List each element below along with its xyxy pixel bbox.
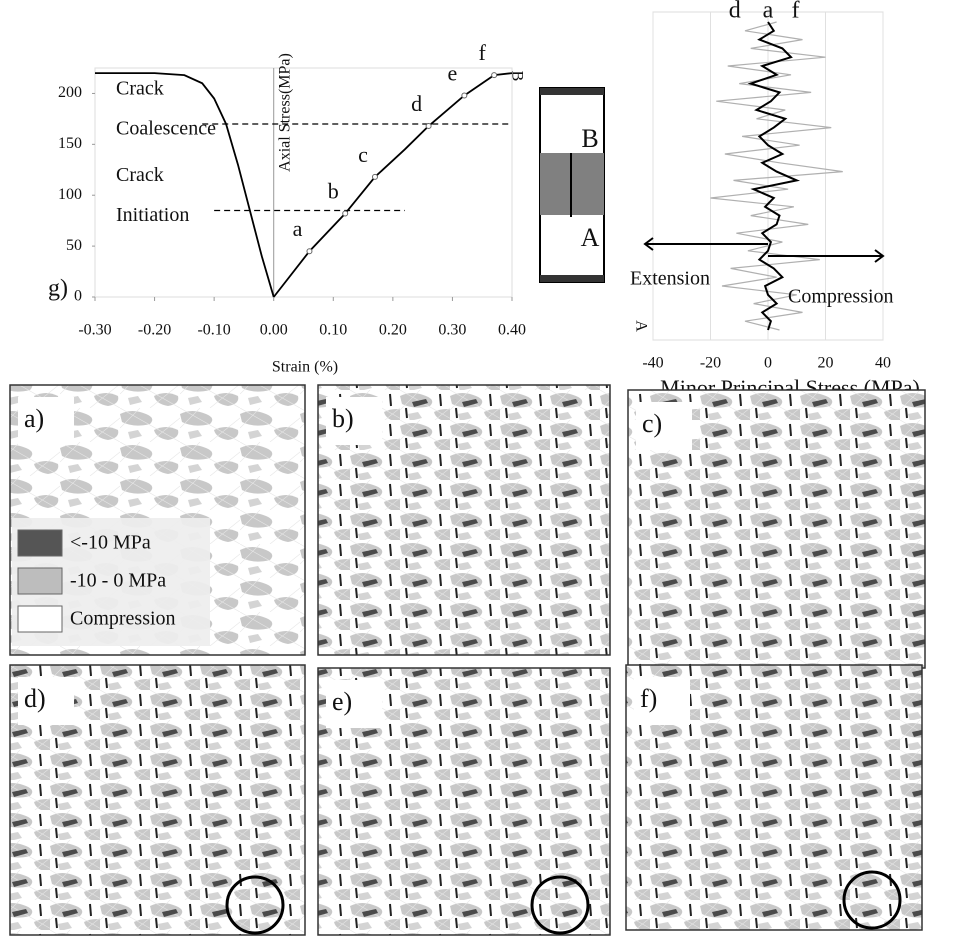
stress-strain-chart: 0 50 100 150 200 -0.30 -0.20 -0.10 0.00 0.10 0.20 0…: [48, 40, 526, 376]
point-label: c: [358, 142, 368, 167]
x-tick-label: 20: [818, 355, 834, 372]
reference-label: Crack: [116, 164, 164, 186]
curve-label: a: [763, 0, 774, 24]
curve: [95, 72, 275, 298]
x-tick-label: 0: [764, 355, 772, 372]
x-tick-label: -20: [700, 355, 721, 372]
point-label: d: [411, 91, 422, 116]
point-label: f: [478, 40, 486, 65]
legend-swatch: [17, 529, 63, 557]
label-bg: [18, 397, 74, 445]
x-tick-label: 0.10: [319, 322, 347, 339]
point-label: A: [581, 223, 600, 252]
x-tick-label: -40: [642, 355, 663, 372]
point-marker: [461, 92, 468, 99]
point-marker: [306, 248, 313, 255]
reference-label: Initiation: [116, 204, 189, 226]
label-bg: [326, 680, 382, 728]
legend-swatch: [17, 605, 63, 633]
profile-line: [710, 21, 843, 331]
legend-label: <-10 MPa: [70, 532, 151, 554]
arrow: [643, 237, 885, 263]
label-bg: [18, 677, 74, 725]
x-tick-label: -0.10: [197, 322, 230, 339]
profile-line: [747, 21, 801, 331]
y-tick-label: 0: [74, 288, 82, 305]
panel-label: a): [24, 404, 44, 433]
curve-label: f: [792, 0, 800, 24]
platen: [540, 275, 604, 282]
annotation: Extension: [630, 268, 710, 290]
label-bg: [636, 402, 692, 450]
specimen-schematic: B A: [539, 87, 605, 283]
x-tick-label: 40: [875, 355, 891, 372]
y-end-label: A: [632, 320, 649, 332]
legend-label: -10 - 0 MPa: [70, 570, 166, 592]
y-end-label: B: [508, 71, 525, 82]
highlight-circle: [530, 875, 590, 935]
highlight-circle: [842, 870, 902, 930]
point-marker: [371, 173, 378, 180]
y-tick-label: 100: [58, 186, 82, 203]
legend-label: Compression: [70, 608, 176, 630]
panel-label: d): [24, 684, 46, 713]
panel-label: g): [48, 276, 68, 302]
point-label: b: [328, 179, 339, 204]
panel-label: c): [642, 409, 662, 438]
highlight-circle: [225, 875, 285, 935]
x-tick-label: 0.40: [498, 322, 526, 339]
plot-frame: [94, 67, 513, 298]
annotation: Compression: [788, 286, 894, 308]
point-marker: [342, 210, 349, 217]
x-tick-label: 0.20: [379, 322, 407, 339]
x-tick-label: 0.30: [438, 322, 466, 339]
y-tick-label: 200: [58, 84, 82, 101]
point-marker: [491, 72, 498, 79]
x-axis-title: Strain (%): [272, 359, 338, 376]
curve: [273, 72, 513, 298]
y-tick-label: 150: [58, 135, 82, 152]
x-tick-label: -0.20: [138, 322, 171, 339]
panels: a) b) c) d) e) f) <-10 MPa -10 - 0 MPa Compressi…: [9, 384, 926, 936]
label-bg: [634, 677, 690, 725]
platen: [540, 88, 604, 95]
x-tick-label: -0.30: [78, 322, 111, 339]
point-label: e: [447, 61, 457, 86]
label-bg: [326, 397, 382, 445]
point-label: B: [581, 124, 598, 153]
reference-label: Coalescence: [116, 118, 216, 140]
y-tick-label: 50: [66, 237, 82, 254]
panel-label: e): [332, 687, 352, 716]
point-label: a: [293, 216, 303, 241]
legend-swatch: [17, 567, 63, 595]
panel-label: b): [332, 404, 354, 433]
point-marker: [425, 123, 432, 130]
y-axis-title: Axial Stress(MPa): [276, 53, 293, 172]
x-tick-label: 0.00: [260, 322, 288, 339]
reference-label: Crack: [116, 78, 164, 100]
panel-label: f): [640, 684, 657, 713]
curve-label: d: [729, 0, 741, 24]
